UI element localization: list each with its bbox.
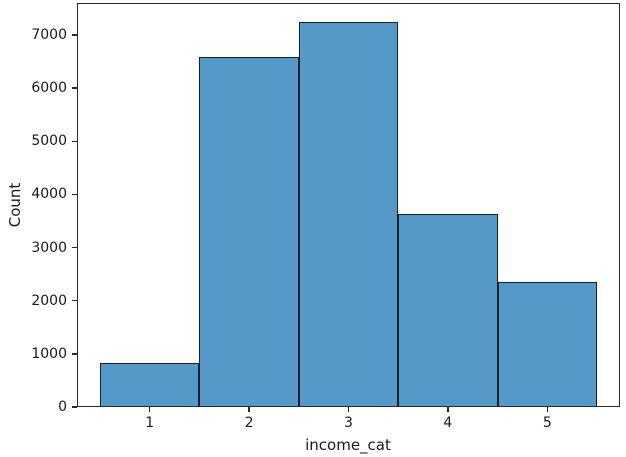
x-tick-label: 2	[244, 415, 254, 431]
y-tick-label: 2000	[31, 292, 67, 309]
y-tick-label: 1000	[31, 345, 67, 362]
histogram-bar	[298, 22, 399, 407]
bars-container	[100, 3, 598, 407]
x-tick-label: 5	[542, 415, 552, 431]
histogram-bar	[497, 281, 598, 407]
x-tick-mark	[149, 407, 151, 412]
histogram-bar	[100, 363, 200, 407]
x-tick-label: 3	[344, 415, 353, 431]
x-tick-mark	[347, 407, 350, 412]
y-tick-mark	[72, 140, 77, 142]
x-tick-mark	[248, 407, 250, 412]
y-tick-mark	[72, 246, 77, 249]
x-tick-mark	[447, 407, 449, 412]
y-tick-mark	[72, 193, 77, 196]
x-tick-label: 1	[145, 415, 155, 431]
y-tick-mark	[72, 87, 77, 89]
y-tick-label: 0	[58, 399, 67, 415]
y-tick-label: 4000	[31, 186, 67, 203]
histogram-bar	[199, 57, 299, 407]
y-tick-mark	[72, 299, 77, 302]
y-tick-mark	[72, 406, 77, 408]
y-tick-mark	[72, 353, 77, 355]
y-tick-label: 3000	[31, 239, 67, 256]
y-tick-label: 7000	[31, 26, 67, 43]
x-axis-label: income_cat	[305, 436, 391, 454]
y-tick-label: 5000	[31, 133, 67, 150]
y-tick-mark	[72, 34, 77, 36]
histogram-bar	[398, 213, 498, 407]
plot-area	[77, 3, 620, 407]
y-tick-label: 6000	[31, 80, 67, 97]
x-tick-mark	[546, 407, 548, 412]
x-tick-label: 4	[443, 415, 453, 431]
